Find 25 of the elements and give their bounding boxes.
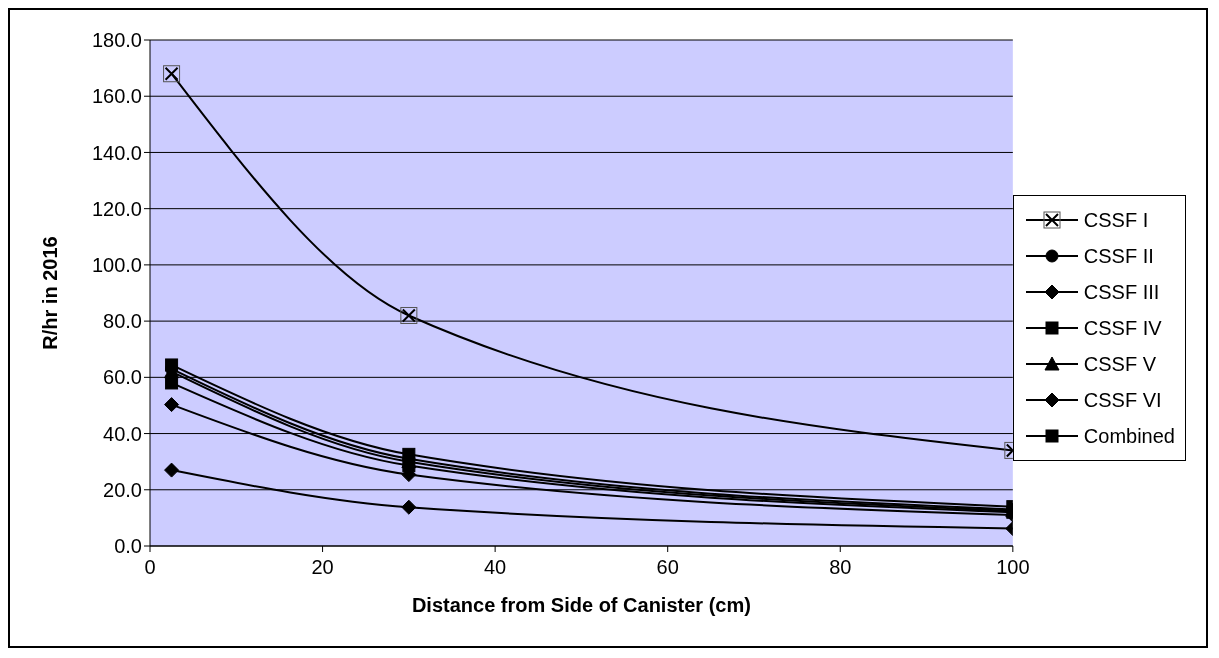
legend-label: CSSF VI (1083, 388, 1162, 412)
x-tick-label: 60 (656, 556, 679, 578)
y-tick-label: 80.0 (103, 310, 142, 333)
x-tick-label: 40 (484, 556, 507, 578)
x-tick-label: 100 (996, 556, 1030, 578)
y-tick-label: 0.0 (114, 535, 142, 558)
legend-label: CSSF I (1083, 208, 1149, 232)
legend-label: CSSF IV (1083, 316, 1162, 340)
x-tick-label: 0 (144, 556, 156, 578)
x-tick-label: 80 (829, 556, 852, 578)
legend-label: CSSF II (1083, 244, 1154, 268)
y-tick-label: 180.0 (91, 29, 142, 52)
y-tick-label: 100.0 (91, 253, 142, 276)
x-tick-label: 20 (311, 556, 334, 578)
legend-label: CSSF III (1083, 280, 1160, 304)
y-tick-label: 140.0 (91, 141, 142, 164)
y-tick-label: 20.0 (103, 478, 142, 501)
x-axis-title: Distance from Side of Canister (cm) (411, 594, 751, 616)
y-tick-label: 60.0 (103, 366, 142, 389)
y-tick-label: 120.0 (91, 197, 142, 220)
y-axis-title: R/hr in 2016 (39, 236, 62, 350)
legend-label: CSSF V (1083, 352, 1157, 376)
y-tick-label: 40.0 (103, 422, 142, 445)
y-tick-label: 160.0 (91, 85, 142, 108)
legend-label: Combined (1083, 424, 1175, 448)
